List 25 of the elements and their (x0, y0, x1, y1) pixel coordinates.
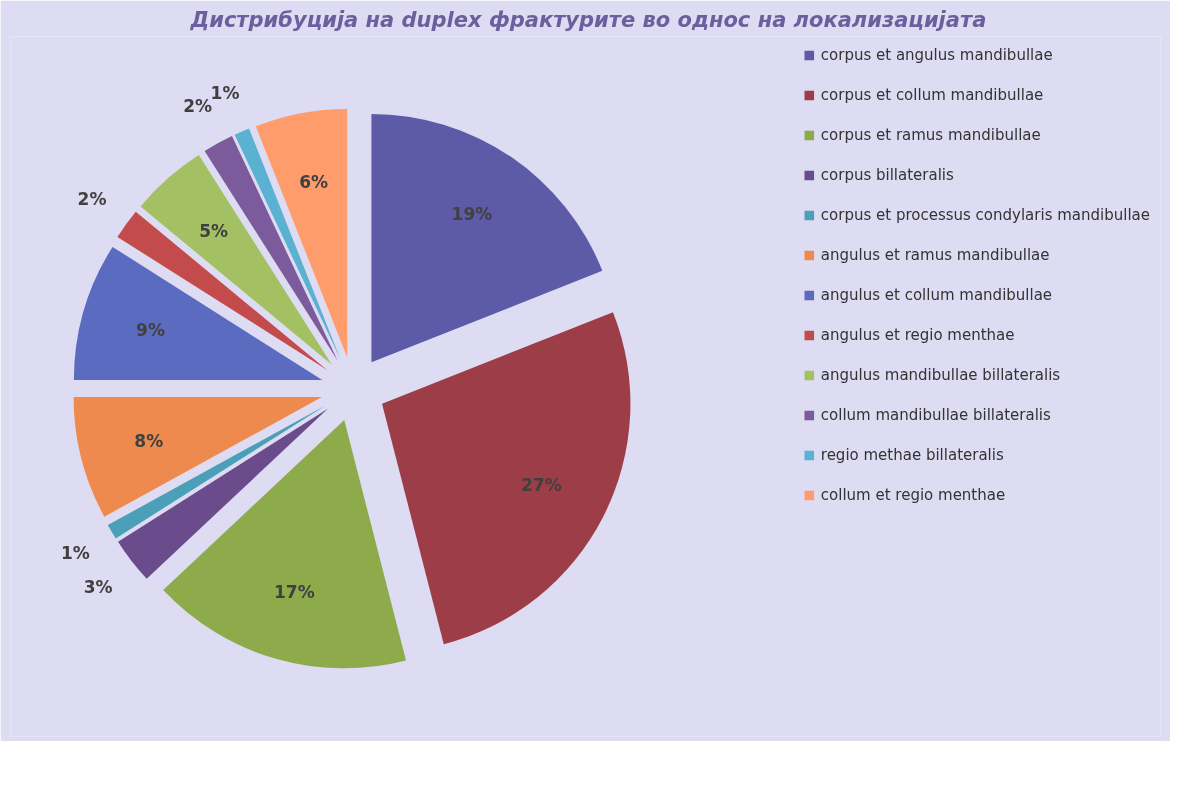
data-label: 2% (77, 189, 107, 210)
legend-label: corpus et ramus mandibullae (820, 126, 1041, 144)
data-label: 1% (210, 82, 240, 103)
data-label: 3% (83, 576, 113, 597)
data-label: 1% (60, 543, 90, 564)
legend-label: collum et regio menthae (820, 486, 1006, 504)
data-label: 5% (199, 220, 229, 241)
data-label: 19% (451, 204, 493, 225)
legend-label: angulus et ramus mandibullae (820, 246, 1050, 264)
legend-label: corpus et angulus mandibullae (820, 46, 1053, 64)
legend-label: corpus et processus condylaris mandibullae (820, 206, 1150, 224)
legend-label: corpus billateralis (820, 166, 954, 184)
data-label: 2% (183, 96, 213, 117)
legend-label: collum mandibullae billateralis (820, 406, 1051, 424)
legend-label: angulus et regio menthae (820, 326, 1015, 344)
data-label: 6% (299, 171, 329, 192)
chart-title: Дистрибуција на duplex фрактурите во однос на локализацијата (189, 7, 987, 32)
legend-label: regio methae billateralis (820, 446, 1004, 464)
legend-label: corpus et collum mandibullae (820, 86, 1044, 104)
data-label: 9% (136, 320, 165, 341)
legend-label: angulus et collum mandibullae (820, 286, 1053, 304)
data-label: 17% (274, 581, 315, 602)
data-label: 8% (134, 431, 164, 452)
data-label: 27% (521, 474, 562, 495)
legend-label: angulus mandibullae billateralis (820, 366, 1061, 384)
